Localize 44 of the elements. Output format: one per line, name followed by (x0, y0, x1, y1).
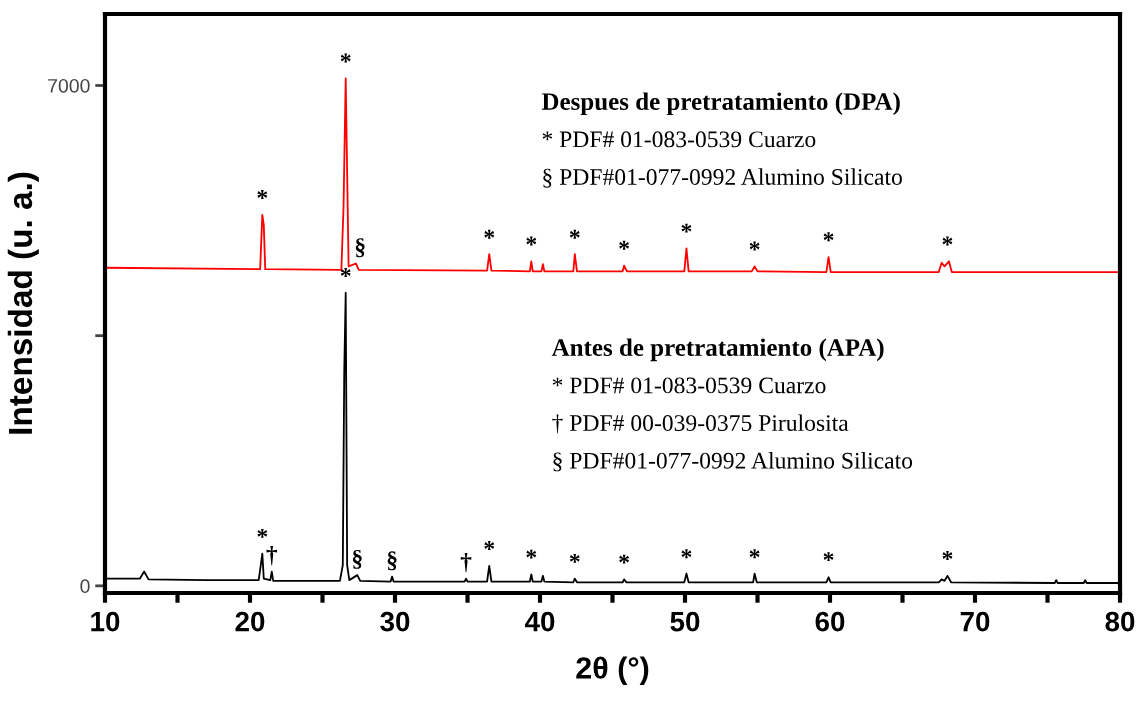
annotation: § (352, 549, 362, 569)
annotation: * (823, 552, 834, 562)
annotation: * (681, 549, 692, 559)
annotation: † (460, 553, 472, 573)
x-tick-label: 20 (235, 611, 265, 632)
annotation: * (942, 236, 953, 246)
annotation: * (569, 229, 580, 239)
annotation: Despues de pretratamiento (DPA) (541, 92, 900, 116)
annotation: Antes de pretratamiento (APA) (551, 338, 884, 362)
annotation: § PDF#01-077-0992 Alumino Silicato (553, 452, 913, 472)
annotation: § (355, 238, 365, 258)
x-tick-label: 50 (670, 611, 700, 632)
annotation: * (749, 549, 760, 559)
annotation: † (266, 545, 278, 566)
y-tick-label: 0 (80, 579, 90, 594)
x-tick-label: 40 (524, 611, 555, 632)
annotation: § (387, 551, 397, 571)
x-tick-label: 80 (1105, 611, 1135, 632)
x-axis-title: 2θ (°) (576, 656, 649, 685)
annotation: * PDF# 01-083-0539 Cuarzo (542, 131, 816, 148)
annotation: * (823, 232, 834, 242)
annotation: * (942, 551, 953, 560)
x-tick-label: 60 (815, 611, 845, 632)
x-tick-label: 30 (380, 611, 410, 632)
annotation: * (749, 241, 760, 251)
annotation: * (340, 268, 351, 277)
x-tick-label: 70 (960, 611, 990, 632)
annotation: * (619, 554, 630, 564)
y-axis-title: Intensidad (u. a.) (7, 172, 39, 434)
annotation: § PDF#01-077-0992 Alumino Silicato (543, 168, 902, 188)
annotation: † PDF# 00-039-0375 Pirulosita (552, 414, 849, 434)
annotation: * (526, 236, 537, 246)
annotation: * (340, 53, 351, 63)
annotation: * PDF# 01-083-0539 Cuarzo (552, 377, 826, 394)
annotation: * (257, 528, 268, 538)
annotation: * (619, 240, 630, 250)
x-tick-label: 10 (91, 611, 120, 632)
y-tick-label: 7000 (48, 78, 90, 93)
annotation: * (257, 190, 268, 199)
annotation: * (681, 223, 692, 233)
annotation: * (484, 229, 495, 239)
annotation: * (484, 541, 495, 550)
annotation: * (569, 553, 580, 563)
annotation: * (526, 549, 537, 559)
